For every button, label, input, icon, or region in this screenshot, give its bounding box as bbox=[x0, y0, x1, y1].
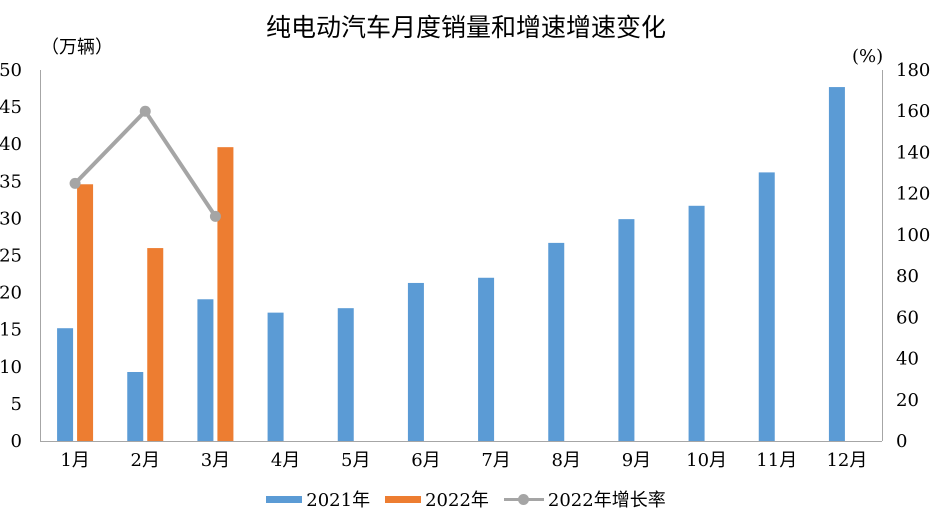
y-right-tick-label-60: 60 bbox=[896, 307, 919, 328]
y-right-tick-label-80: 80 bbox=[896, 266, 919, 287]
chart-title: 纯电动汽车月度销量和增速增速变化 bbox=[265, 13, 666, 42]
legend-swatch-2021 bbox=[266, 495, 303, 503]
y-left-tick-label-50: 50 bbox=[0, 60, 22, 81]
y-left-tick-label-15: 15 bbox=[0, 320, 22, 341]
bar-2021-1月 bbox=[57, 328, 74, 441]
x-tick-label-10月: 10月 bbox=[686, 450, 727, 471]
x-tick-label-11月: 11月 bbox=[756, 450, 797, 471]
y-left-tick-label-45: 45 bbox=[0, 97, 22, 118]
left-axis-unit-label: （万辆） bbox=[41, 37, 113, 58]
y-left-tick-label-35: 35 bbox=[0, 171, 22, 192]
bar-2021-12月 bbox=[828, 87, 845, 441]
legend-item-2022: 2022年 bbox=[385, 486, 489, 512]
x-tick-label-6月: 6月 bbox=[411, 450, 440, 471]
bar-2021-6月 bbox=[407, 282, 424, 441]
bar-2021-3月 bbox=[197, 299, 214, 441]
growth-rate-marker-1月 bbox=[69, 177, 81, 189]
bar-2021-8月 bbox=[548, 242, 565, 441]
y-right-tick-label-20: 20 bbox=[896, 390, 919, 411]
y-left-tick-label-10: 10 bbox=[0, 357, 22, 378]
growth-rate-line bbox=[73, 108, 218, 218]
y-right-tick-label-160: 160 bbox=[896, 101, 930, 122]
x-tick-label-12月: 12月 bbox=[826, 450, 867, 471]
x-tick-label-5月: 5月 bbox=[341, 450, 370, 471]
y-left-tick-label-5: 5 bbox=[11, 394, 22, 415]
x-tick-label-9月: 9月 bbox=[622, 450, 651, 471]
right-axis-unit-label: (%) bbox=[852, 46, 884, 67]
x-tick-label-1月: 1月 bbox=[60, 450, 89, 471]
legend-swatch-2022 bbox=[385, 495, 422, 503]
y-right-tick-label-40: 40 bbox=[896, 349, 919, 370]
y-left-tick-label-40: 40 bbox=[0, 134, 22, 155]
x-tick-label-8月: 8月 bbox=[552, 450, 581, 471]
bar-2021-4月 bbox=[267, 312, 284, 441]
y-left-tick-label-20: 20 bbox=[0, 283, 22, 304]
legend-label-2022: 2022年 bbox=[425, 490, 489, 511]
y-left-tick-label-30: 30 bbox=[0, 208, 22, 229]
bar-2021-11月 bbox=[758, 172, 775, 441]
y-right-tick-label-120: 120 bbox=[896, 184, 930, 205]
bar-2021-10月 bbox=[688, 205, 705, 441]
legend: 2021年 2022年 2022年增长率 bbox=[0, 486, 932, 512]
x-tick-label-4月: 4月 bbox=[271, 450, 300, 471]
bar-2022-2月 bbox=[147, 248, 164, 441]
bar-2021-2月 bbox=[127, 371, 144, 441]
bar-2021-5月 bbox=[337, 308, 354, 441]
bar-2022-3月 bbox=[217, 147, 234, 441]
legend-item-growth-rate: 2022年增长率 bbox=[503, 486, 666, 512]
y-right-tick-label-0: 0 bbox=[896, 431, 907, 452]
legend-line-marker-swatch bbox=[503, 493, 544, 505]
y-left-tick-label-0: 0 bbox=[11, 431, 22, 452]
growth-rate-marker-2月 bbox=[139, 105, 151, 117]
bar-2021-9月 bbox=[618, 219, 635, 441]
y-right-tick-label-140: 140 bbox=[896, 142, 930, 163]
y-right-tick-label-100: 100 bbox=[896, 225, 930, 246]
legend-label-growth-rate: 2022年增长率 bbox=[547, 490, 666, 511]
y-right-tick-label-180: 180 bbox=[896, 60, 930, 81]
legend-item-2021: 2021年 bbox=[266, 486, 370, 512]
growth-rate-marker-3月 bbox=[209, 210, 221, 222]
bar-2022-1月 bbox=[77, 184, 94, 441]
x-tick-label-2月: 2月 bbox=[131, 450, 160, 471]
legend-label-2021: 2021年 bbox=[306, 490, 371, 511]
x-tick-label-7月: 7月 bbox=[481, 450, 510, 471]
y-left-tick-label-25: 25 bbox=[0, 246, 22, 267]
bar-2021-7月 bbox=[478, 277, 495, 441]
x-tick-label-3月: 3月 bbox=[201, 450, 230, 471]
